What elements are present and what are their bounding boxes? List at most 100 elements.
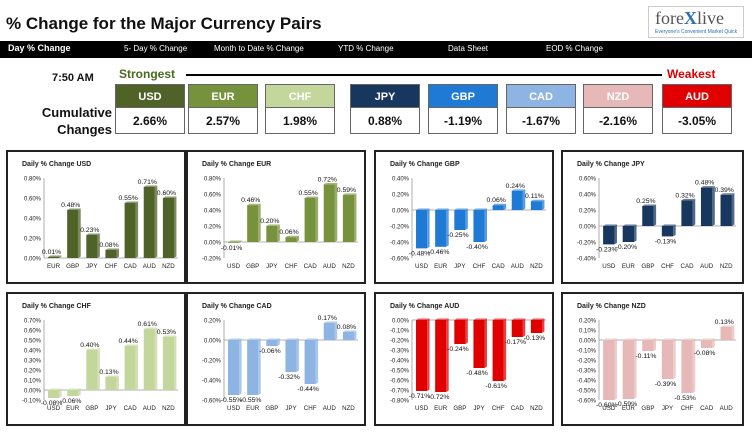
- bar: [435, 320, 447, 392]
- bar-side: [315, 196, 319, 242]
- bar-top: [720, 325, 735, 327]
- bar-top: [266, 224, 280, 226]
- currency-code: CHF: [265, 84, 335, 108]
- bar-top: [530, 318, 545, 320]
- bar-top: [67, 208, 81, 210]
- bar-side: [503, 203, 507, 210]
- bar-top: [661, 338, 676, 340]
- data-label: 0.17%: [318, 315, 337, 322]
- currency-code: JPY: [350, 84, 420, 108]
- chart-cad: Daily % Change CAD -0.60% -0.40% -0.20% 0.00…: [186, 292, 366, 426]
- bar-side: [614, 338, 617, 400]
- bar: [530, 201, 542, 210]
- data-label: 0.46%: [241, 197, 260, 204]
- bar: [124, 346, 136, 390]
- y-tick-label: 0.30%: [24, 359, 42, 365]
- bar-side: [296, 338, 299, 372]
- y-tick-label: -0.20%: [390, 339, 410, 345]
- x-tick-label: USD: [227, 263, 241, 270]
- currency-change-value: -1.67%: [506, 108, 576, 134]
- bar: [86, 350, 98, 390]
- x-tick-label: CHF: [492, 405, 505, 412]
- bar-side: [135, 344, 139, 390]
- bar-top: [143, 327, 158, 329]
- x-tick-label: AUD: [143, 263, 157, 270]
- bar-top: [323, 182, 338, 185]
- bar-side: [541, 318, 545, 333]
- data-label: -0.61%: [485, 383, 507, 390]
- bar-top: [304, 196, 319, 198]
- bar-top: [416, 208, 430, 210]
- y-tick-label: -0.20%: [577, 359, 597, 365]
- x-tick-label: JPY: [662, 405, 673, 412]
- y-tick-label: -0.40%: [390, 359, 410, 365]
- y-tick-label: 0.80%: [24, 177, 42, 183]
- currency-box-gbp: GBP -1.19%: [428, 84, 498, 134]
- x-tick-label: USD: [47, 405, 61, 412]
- x-tick-label: EUR: [246, 405, 260, 412]
- x-tick-label: CHF: [681, 405, 694, 412]
- x-tick-label: JPY: [105, 405, 116, 412]
- bar: [454, 210, 466, 230]
- bar: [304, 198, 316, 242]
- x-tick-label: AUD: [700, 263, 714, 270]
- bar-side: [427, 318, 430, 391]
- data-label: 0.53%: [157, 329, 176, 336]
- bar-top: [681, 198, 696, 201]
- bar: [622, 340, 635, 399]
- nav-5day-change[interactable]: 5- Day % Change: [124, 44, 188, 53]
- bar: [342, 194, 354, 242]
- y-tick-label: -0.50%: [577, 389, 597, 395]
- bar: [285, 237, 297, 242]
- bar-top: [720, 193, 735, 195]
- currency-change-value: -2.16%: [583, 108, 653, 134]
- bar-top: [642, 204, 657, 206]
- bar-side: [315, 338, 319, 384]
- bar: [266, 226, 278, 242]
- nav-mtd-change[interactable]: Month to Date % Change: [214, 44, 304, 53]
- y-tick-label: -0.10%: [22, 399, 42, 405]
- x-tick-label: NZD: [530, 263, 543, 270]
- y-tick-label: 0.20%: [579, 319, 597, 325]
- y-tick-label: 0.00%: [204, 339, 222, 345]
- x-tick-label: GBP: [453, 405, 466, 412]
- data-label: -0.13%: [524, 335, 546, 342]
- bar-top: [285, 235, 299, 238]
- chart-title: Daily % Change EUR: [202, 161, 271, 168]
- data-label: 0.48%: [61, 202, 80, 209]
- bar: [105, 377, 117, 390]
- data-label: 0.40%: [80, 342, 99, 349]
- y-tick-label: -0.30%: [390, 349, 410, 355]
- bar-side: [614, 224, 617, 245]
- bar-side: [277, 338, 280, 346]
- y-tick-label: 0.70%: [24, 319, 42, 325]
- nav-data-sheet[interactable]: Data Sheet: [448, 44, 489, 53]
- y-tick-label: -0.30%: [577, 369, 597, 375]
- y-tick-label: -0.20%: [202, 257, 222, 263]
- bar: [228, 340, 240, 395]
- data-label: 0.20%: [260, 218, 279, 225]
- forexlive-logo[interactable]: foreXlive Everyone's Convenient Market Q…: [648, 6, 744, 38]
- x-tick-label: USD: [602, 263, 616, 270]
- bar-top: [67, 388, 81, 390]
- nav-eod-change[interactable]: EOD % Change: [546, 44, 603, 53]
- bar-side: [731, 325, 735, 340]
- data-label: -0.32%: [278, 374, 300, 381]
- bar-top: [435, 208, 449, 210]
- bar: [603, 340, 615, 400]
- y-tick-label: -0.20%: [202, 359, 222, 365]
- x-tick-label: EUR: [622, 405, 636, 412]
- bar: [86, 235, 98, 258]
- nav-ytd-change[interactable]: YTD % Change: [338, 44, 394, 53]
- y-tick-label: 0.00%: [392, 319, 410, 325]
- bar-side: [541, 199, 545, 210]
- y-tick-label: -0.60%: [577, 399, 597, 405]
- x-tick-label: EUR: [434, 405, 448, 412]
- bar: [105, 250, 117, 258]
- data-label: 0.44%: [119, 338, 138, 345]
- data-label: -0.48%: [466, 370, 488, 377]
- bar-top: [511, 318, 526, 320]
- bar-top: [661, 224, 676, 226]
- data-label: -0.39%: [655, 381, 677, 388]
- nav-day-change[interactable]: Day % Change: [8, 43, 71, 53]
